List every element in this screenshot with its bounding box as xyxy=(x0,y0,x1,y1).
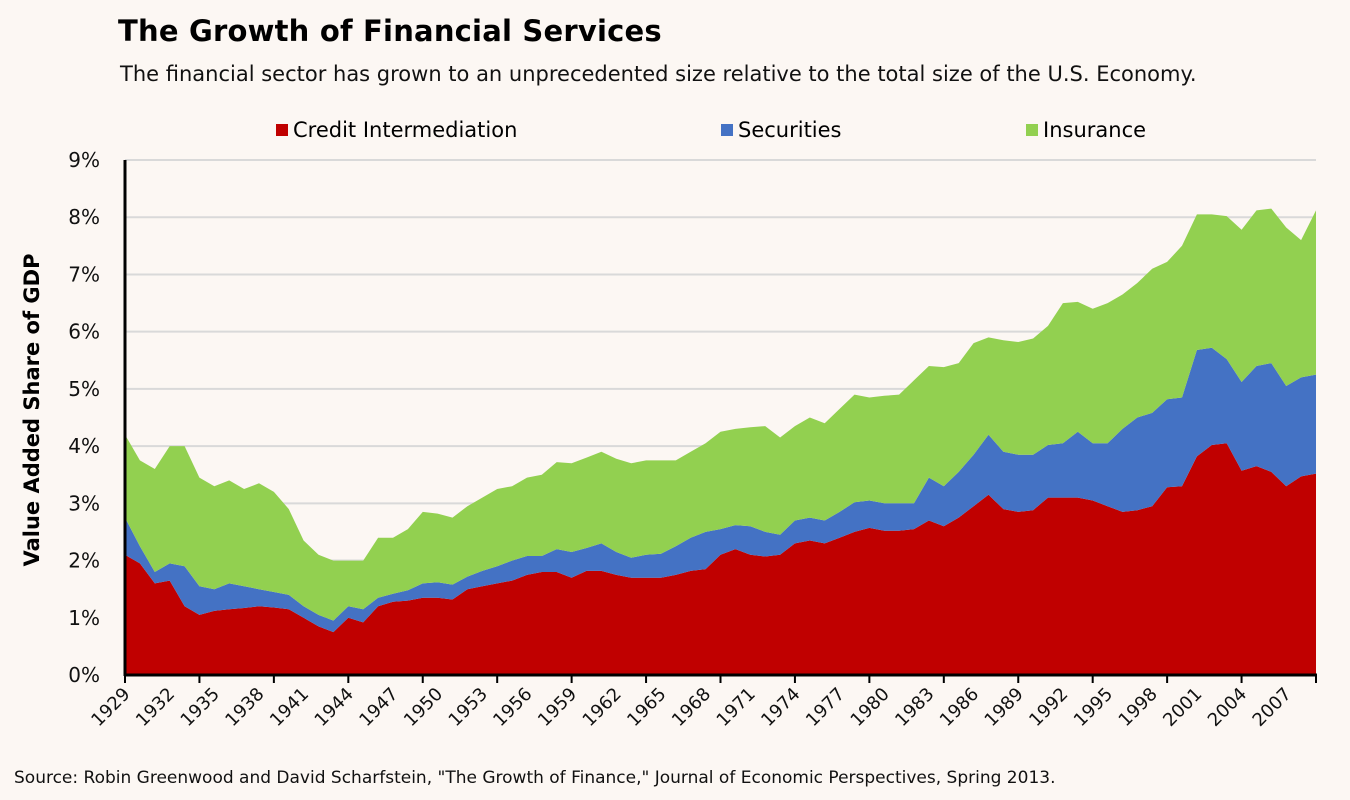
area-securities xyxy=(125,347,1316,633)
y-tick-label: 1% xyxy=(68,606,100,630)
legend-label: Insurance xyxy=(1043,118,1147,142)
axes xyxy=(123,160,1317,683)
x-tick-label: 1929 xyxy=(87,684,134,731)
x-tick-label: 1953 xyxy=(445,684,492,731)
legend-item-credit-intermediation: Credit Intermediation xyxy=(276,118,517,142)
x-tick-label: 2001 xyxy=(1159,684,1206,731)
area-credit-intermediation xyxy=(125,443,1316,675)
x-tick-label: 1983 xyxy=(891,684,938,731)
stacked-areas xyxy=(125,208,1316,675)
legend-item-insurance: Insurance xyxy=(1026,118,1146,142)
x-tick-label: 1944 xyxy=(311,684,358,731)
legend-label: Securities xyxy=(738,118,842,142)
x-tick-label: 1980 xyxy=(847,684,894,731)
y-tick-label: 3% xyxy=(68,491,100,515)
x-tick-label: 1998 xyxy=(1115,684,1162,731)
y-tick-label: 9% xyxy=(68,148,100,172)
x-tick-label: 1977 xyxy=(802,684,849,731)
y-tick-label: 0% xyxy=(68,663,100,687)
y-tick-label: 5% xyxy=(68,377,100,401)
x-tick-label: 1938 xyxy=(221,684,268,731)
y-tick-label: 2% xyxy=(68,549,100,573)
x-tick-label: 2007 xyxy=(1249,684,1296,731)
x-tick-label: 1995 xyxy=(1070,684,1117,731)
y-tick-label: 6% xyxy=(68,320,100,344)
legend-item-securities: Securities xyxy=(721,118,842,142)
x-tick-label: 1974 xyxy=(757,684,804,731)
x-tick-label: 1992 xyxy=(1025,684,1072,731)
x-tick-label: 1956 xyxy=(489,684,536,731)
x-tick-label: 1968 xyxy=(668,684,715,731)
x-tick-label: 1950 xyxy=(400,684,447,731)
area-insurance xyxy=(125,208,1316,621)
x-tick-label: 1935 xyxy=(177,684,224,731)
chart-subtitle: The financial sector has grown to an unp… xyxy=(120,62,1197,86)
x-tick-label: 1986 xyxy=(936,684,983,731)
legend-label: Credit Intermediation xyxy=(293,118,518,142)
chart-title: The Growth of Financial Services xyxy=(118,14,662,48)
y-tick-label: 7% xyxy=(68,262,100,286)
x-tick-label: 1962 xyxy=(579,684,626,731)
x-tick-labels: 1929193219351938194119441947195019531956… xyxy=(87,684,1295,731)
y-tick-labels: 0% 1% 2% 3% 4% 5% 6% 7% 8% 9% xyxy=(68,148,100,687)
x-tick-label: 1965 xyxy=(623,684,670,731)
x-tick-label: 1941 xyxy=(266,684,313,731)
x-tick-label: 1947 xyxy=(355,684,402,731)
x-tick-label: 1989 xyxy=(981,684,1028,731)
x-tick-label: 1971 xyxy=(713,684,760,731)
x-tick-label: 2004 xyxy=(1204,684,1251,731)
source-note: Source: Robin Greenwood and David Scharf… xyxy=(14,768,1056,788)
y-tick-label: 8% xyxy=(68,205,100,229)
x-tick-label: 1932 xyxy=(132,684,179,731)
legend-swatch-insurance xyxy=(1026,124,1038,136)
legend: Credit Intermediation Securities Insuran… xyxy=(0,118,1350,146)
legend-swatch-securities xyxy=(721,124,733,136)
legend-swatch-credit-intermediation xyxy=(276,124,288,136)
y-tick-label: 4% xyxy=(68,434,100,458)
x-tick-label: 1959 xyxy=(534,684,581,731)
